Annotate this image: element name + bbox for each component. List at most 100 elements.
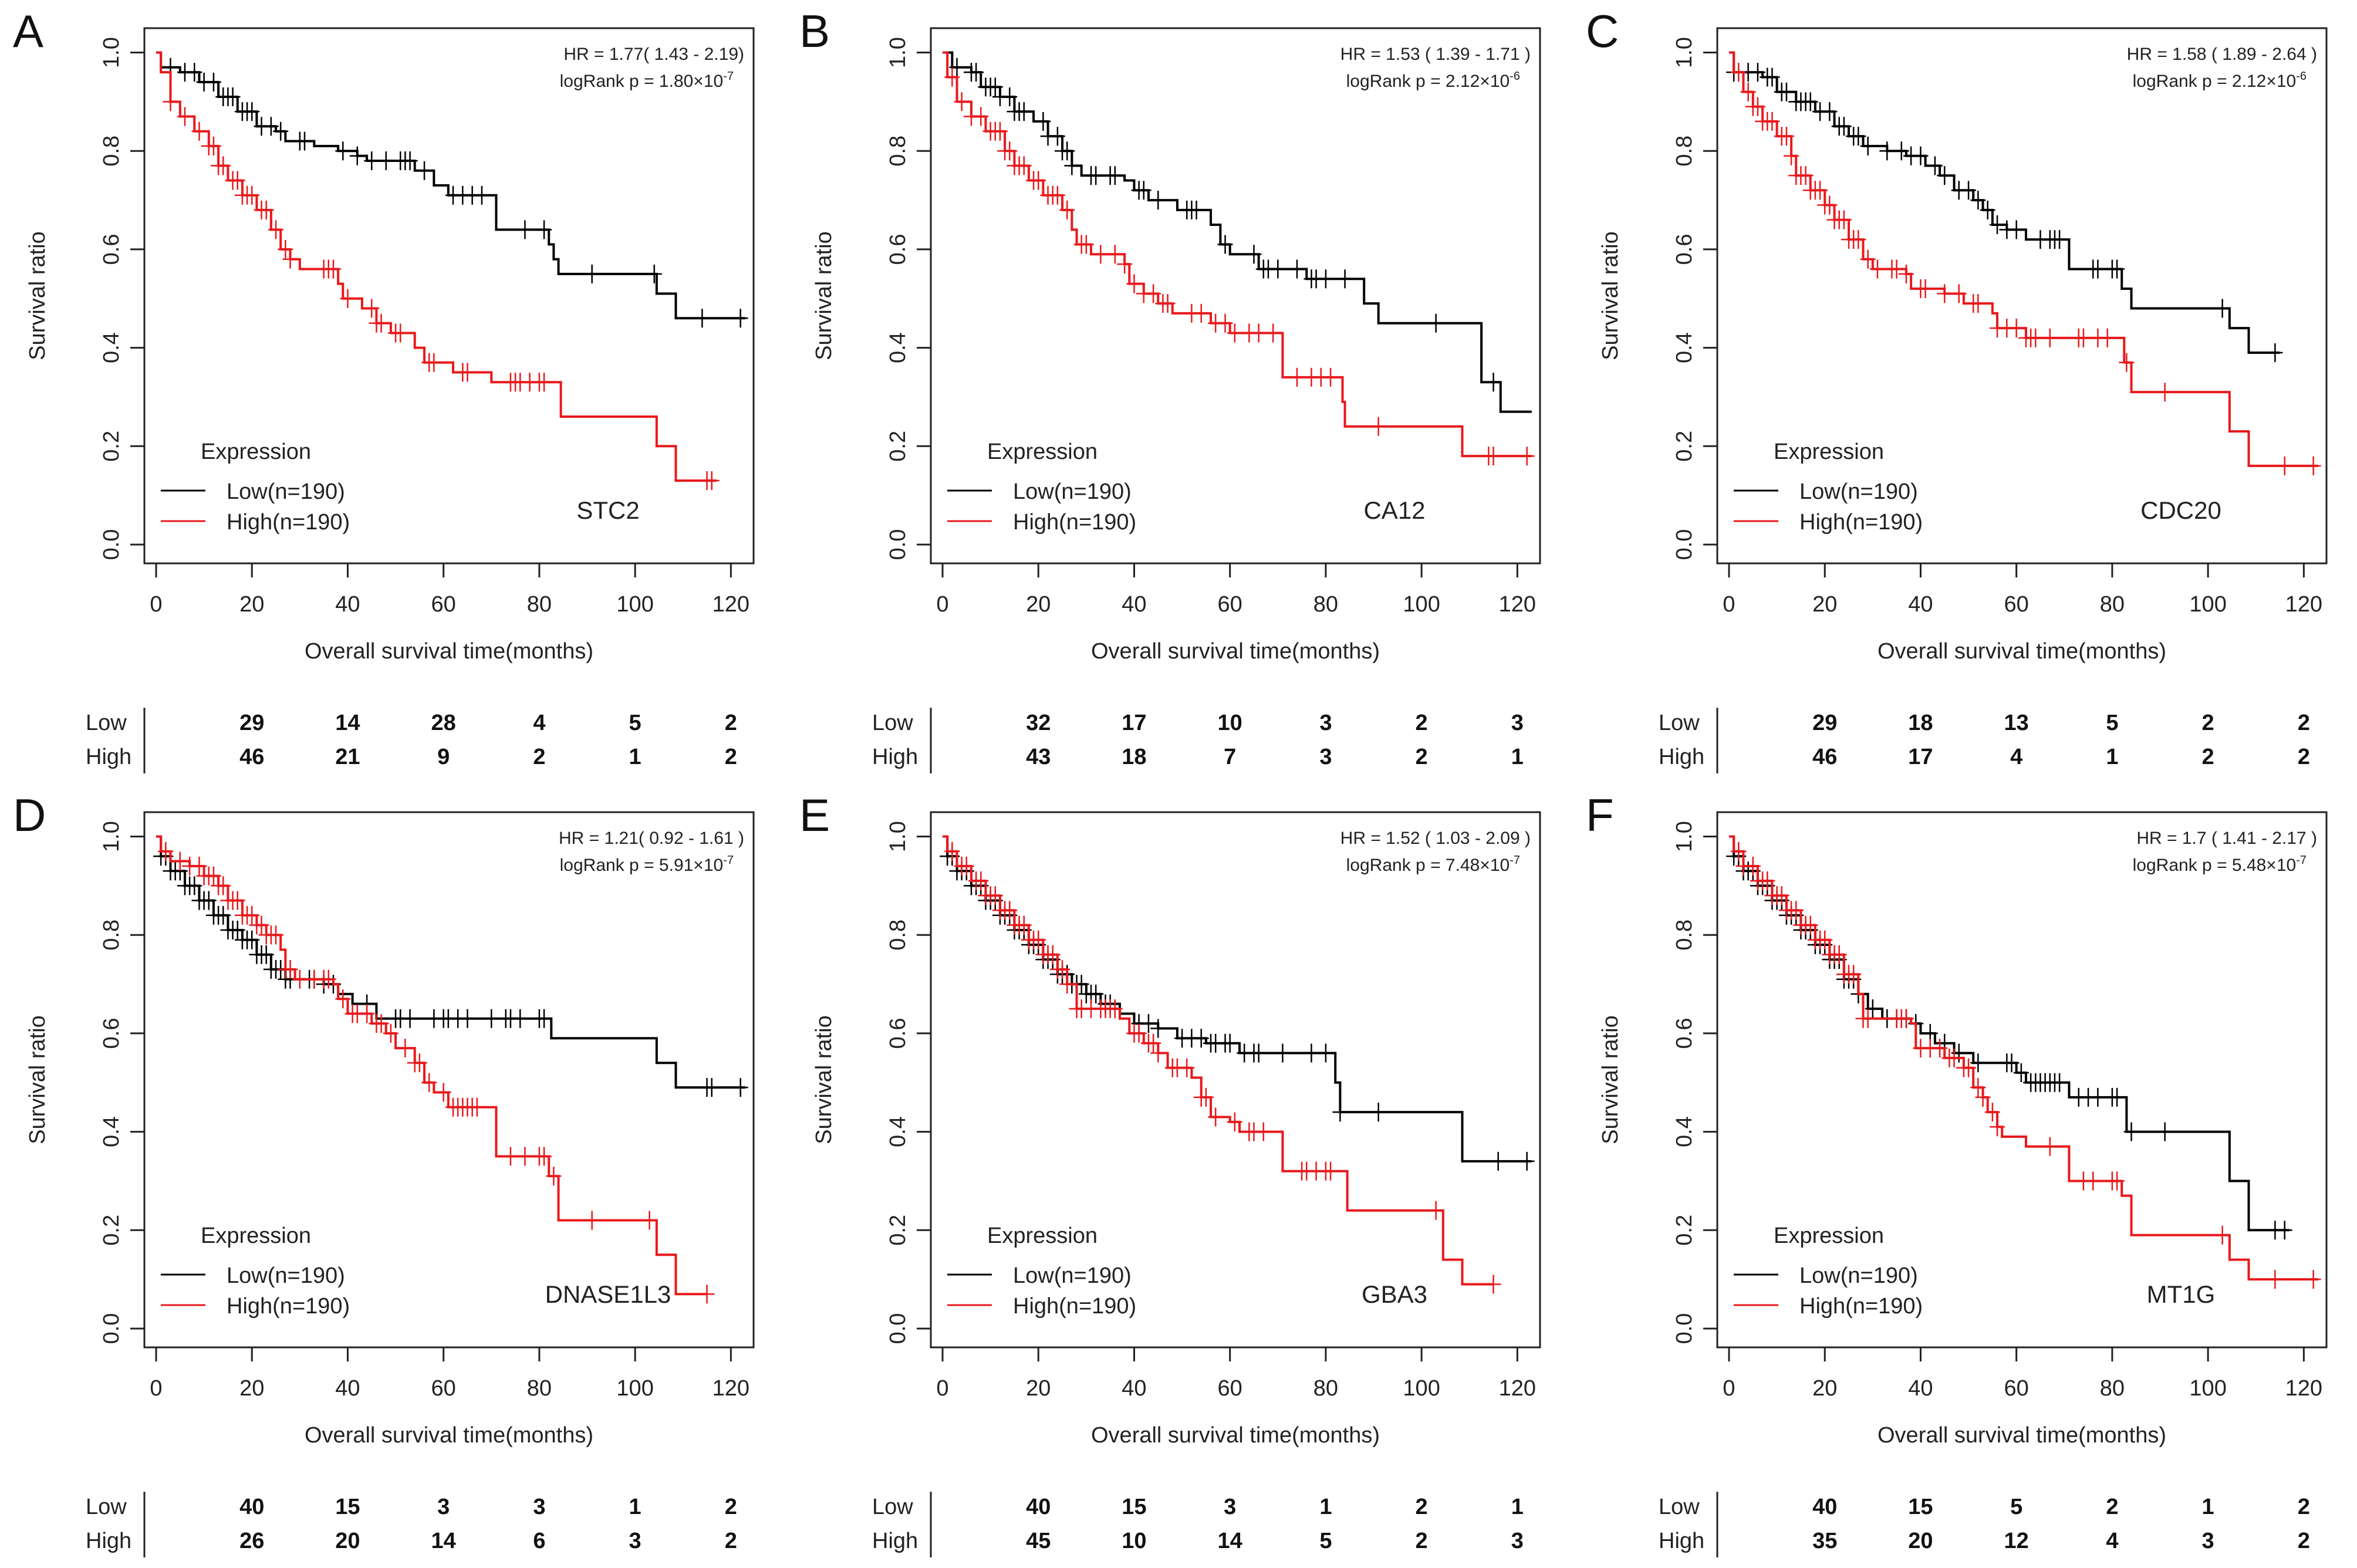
censor-mark — [1750, 63, 1765, 82]
censor-mark — [1740, 82, 1756, 102]
risk-count-high: 1 — [629, 745, 641, 769]
x-tick-label: 0 — [150, 1376, 162, 1401]
censor-mark — [1332, 1103, 1348, 1122]
risk-count-high: 4 — [2106, 1529, 2118, 1553]
censor-mark — [2305, 1270, 2321, 1289]
y-tick-label: 0.4 — [1672, 332, 1697, 363]
censor-mark — [1035, 111, 1051, 131]
censor-mark — [1150, 1043, 1166, 1063]
censor-mark — [278, 239, 293, 259]
legend-label-high: High(n=190) — [227, 510, 350, 535]
x-tick-label: 40 — [1122, 1376, 1146, 1401]
x-tick-label: 80 — [1313, 592, 1338, 617]
censor-mark — [1822, 195, 1838, 215]
x-tick-label: 20 — [1812, 1376, 1837, 1401]
x-axis-title: Overall survival time(months) — [1878, 1423, 2166, 1448]
censor-mark — [1764, 67, 1780, 87]
censor-mark — [460, 1009, 475, 1028]
risk-row-label-high: High — [86, 745, 131, 769]
censor-mark — [1270, 259, 1286, 279]
censor-marks-high — [944, 67, 1535, 466]
panel-letter: A — [13, 5, 43, 57]
censor-mark — [1937, 166, 1953, 185]
censor-mark — [292, 969, 308, 989]
legend-label-high: High(n=190) — [1799, 1294, 1923, 1319]
hazard-ratio-text: HR = 1.77( 1.43 - 2.19) — [563, 45, 744, 64]
censor-mark — [1817, 930, 1833, 949]
legend: Expression Low(n=190) High(n=190) — [947, 440, 1136, 535]
km-panel-f: F 0 20 40 60 80 100 120 0.0 0.2 0.4 0.6 0.8 1.0 Overal… — [1573, 784, 2357, 1568]
censor-mark — [244, 102, 260, 121]
censor-mark — [359, 1004, 375, 1023]
censor-mark — [1016, 915, 1032, 935]
censor-mark — [2119, 353, 2135, 372]
y-tick-label: 1.0 — [99, 821, 124, 852]
risk-count-high: 2 — [725, 745, 737, 769]
x-tick-label: 0 — [1723, 592, 1735, 617]
censor-mark — [402, 151, 418, 170]
censor-mark — [397, 1039, 413, 1058]
censor-mark — [1984, 1103, 2000, 1122]
x-tick-label: 60 — [1218, 592, 1242, 617]
logrank-p-text: logRank p = 5.48×10-7 — [2133, 854, 2307, 875]
censor-mark — [517, 1147, 533, 1166]
censor-mark — [1951, 284, 1967, 303]
censor-mark — [1784, 146, 1799, 165]
y-tick-label: 1.0 — [1672, 37, 1697, 68]
censor-mark — [158, 842, 174, 861]
censor-mark — [1146, 284, 1161, 303]
censor-mark — [1188, 200, 1204, 219]
legend: Expression Low(n=190) High(n=190) — [947, 1224, 1136, 1319]
logrank-p-exponent: -7 — [723, 70, 734, 83]
gene-label: CDC20 — [2140, 496, 2221, 524]
y-tick-label: 0.2 — [1672, 431, 1697, 462]
x-tick-label: 80 — [1313, 1376, 1338, 1401]
censor-mark — [335, 989, 351, 1009]
censor-mark — [1980, 200, 1995, 219]
risk-count-high: 5 — [1319, 1529, 1332, 1553]
gene-label: DNASE1L3 — [545, 1280, 671, 1308]
censor-mark — [1370, 1103, 1386, 1122]
censor-mark — [1049, 185, 1065, 205]
y-tick-label: 0.0 — [886, 1313, 910, 1344]
risk-row-label-high: High — [86, 1529, 131, 1553]
censor-marks-high — [944, 842, 1501, 1294]
censor-mark — [1519, 447, 1535, 466]
censor-marks-high — [1731, 842, 2321, 1289]
km-curve-high — [943, 835, 1494, 1286]
censor-mark — [1227, 323, 1242, 343]
censor-mark — [1975, 1087, 1991, 1107]
x-tick-label: 80 — [527, 1376, 552, 1401]
censor-mark — [421, 1073, 437, 1092]
risk-count-high: 2 — [725, 1529, 737, 1553]
censor-mark — [1836, 117, 1852, 136]
risk-count-high: 1 — [1511, 745, 1524, 769]
x-tick-label: 100 — [2189, 592, 2226, 617]
censor-mark — [2214, 1225, 2230, 1245]
censor-mark — [378, 151, 394, 170]
censor-mark — [992, 121, 1008, 141]
risk-count-low: 18 — [1908, 711, 1933, 735]
censor-mark — [393, 323, 408, 343]
censor-mark — [201, 891, 217, 910]
risk-count-high: 26 — [239, 1529, 264, 1553]
km-panel-b: B 0 20 40 60 80 100 120 0.0 0.2 0.4 0.6 0.8 1.0 Overal… — [786, 0, 1573, 784]
censor-mark — [340, 289, 356, 308]
censor-mark — [163, 92, 178, 111]
risk-count-high: 3 — [629, 1529, 641, 1553]
censor-mark — [1049, 127, 1065, 146]
legend-label-low: Low(n=190) — [1799, 479, 1918, 504]
censor-mark — [584, 1211, 600, 1230]
censor-mark — [1745, 856, 1761, 876]
km-curve-low — [943, 51, 1532, 413]
censor-mark — [1002, 901, 1018, 920]
censor-mark — [1107, 166, 1123, 185]
censor-mark — [373, 313, 389, 333]
censor-mark — [1289, 367, 1305, 387]
risk-row-label-low: Low — [1659, 711, 1700, 735]
censor-mark — [1970, 1078, 1986, 1097]
legend-label-low: Low(n=190) — [1013, 1263, 1132, 1288]
censor-mark — [460, 363, 475, 382]
legend-title: Expression — [201, 440, 311, 464]
censor-mark — [1222, 1033, 1238, 1053]
